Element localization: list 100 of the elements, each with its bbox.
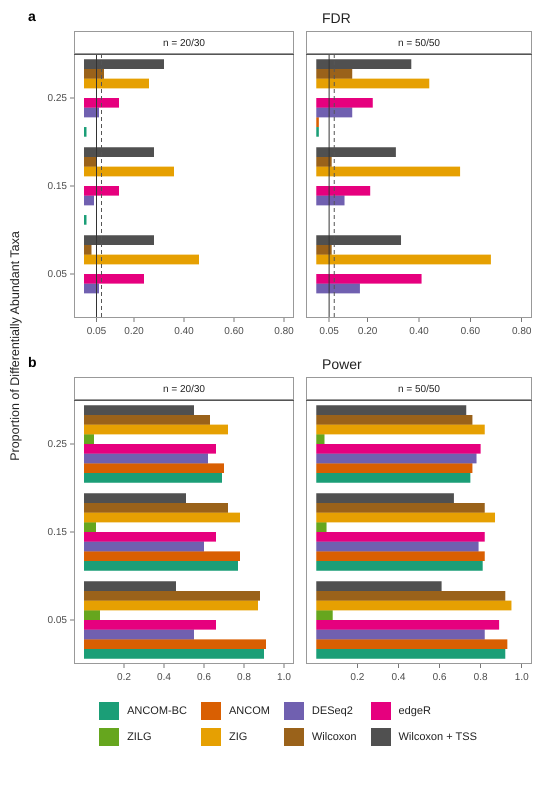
bar [316,166,460,176]
bar [84,108,99,118]
x-tick-label: 1.0 [277,672,292,683]
bar [84,551,240,562]
text: a [28,8,36,24]
x-tick-label: 0.8 [474,672,488,683]
bar [316,454,477,464]
bar [316,493,454,503]
y-tick-label: 0.25 [48,438,68,450]
x-tick-label: 0.80 [512,326,532,337]
bar [84,186,119,196]
x-tick-label: 0.6 [432,672,447,683]
bar [84,630,194,640]
text: b [28,354,37,370]
bar [84,274,144,284]
x-tick-label: 0.60 [460,326,481,337]
bar [316,254,491,264]
bar [84,542,204,552]
bar [316,581,442,591]
x-tick-label: 0.60 [224,326,244,337]
bar [84,581,176,591]
bar [316,444,481,454]
bar [84,444,216,454]
bar [316,108,352,118]
bar [316,600,512,610]
bar [316,274,422,284]
bar [316,463,472,474]
legend-label: DESeq2 [312,705,353,717]
bar [84,414,210,425]
legend-label: ZIG [228,731,248,743]
x-tick-label: 0.05 [86,326,107,337]
bar [84,98,119,108]
bar [84,473,222,483]
chart-subtitle: n = 20/30 [163,384,206,395]
legend-label: ZILG [127,731,152,743]
bar [84,196,94,206]
bar [316,473,470,483]
x-tick-label: 1.0 [514,672,530,683]
chart-subtitle: n = 50/50 [398,38,440,49]
x-tick-label: 0.4 [392,672,406,683]
bar [84,254,199,264]
x-tick-label: 0.20 [358,326,378,337]
bar [316,620,500,630]
bar [84,610,100,620]
bar [84,620,216,630]
x-tick-label: 0.20 [124,326,144,337]
y-tick-label: 0.25 [48,92,68,104]
legend-label: Wilcoxon [312,731,357,743]
bar [84,405,194,415]
bar [316,424,485,434]
x-tick-label: 0.40 [174,326,194,337]
bar [316,127,319,137]
x-tick-label: 0.2 [350,672,365,683]
bar [84,502,228,513]
bar [316,590,506,601]
bar [84,284,99,294]
x-tick-label: 0.40 [409,326,430,337]
y-tick-label: 0.05 [48,268,68,280]
bar [84,424,228,434]
bar [316,68,352,79]
chart-subtitle: n = 50/50 [398,384,440,395]
x-tick-label: 0.2 [117,672,132,683]
bar [316,502,485,513]
bar [316,522,327,532]
bar [316,117,319,128]
y-axis-title: Proportion of Differentially Abundant Taxa [8,230,23,463]
bar [84,522,96,532]
bar [316,542,479,552]
x-tick-label: 0.6 [197,672,212,683]
bar [84,454,208,464]
bar [84,561,238,571]
bar [84,493,186,503]
bar [316,532,485,542]
legend-label: ANCOM-BC [127,705,187,717]
bar [316,551,485,562]
bar [316,561,483,571]
legend-label: edgeR [398,705,431,717]
bar [316,414,472,425]
bar [84,156,96,167]
bar [84,649,264,659]
bar [316,196,345,206]
bar [84,244,92,255]
bar [316,639,508,650]
x-tick-label: 0.4 [157,672,172,683]
chart-subtitle: n = 20/30 [163,38,206,49]
bar [316,284,360,294]
bar [84,463,224,474]
bar [84,68,104,79]
chart-title: FDR [322,10,351,26]
bar [84,434,94,444]
bar [316,512,496,522]
bar [84,166,174,176]
bar [316,98,373,108]
bar [84,639,266,650]
bar [316,78,430,88]
legend-label: ANCOM [228,705,270,717]
bar [316,630,485,640]
bar [316,186,370,196]
bar [316,434,324,444]
bar [316,649,506,659]
